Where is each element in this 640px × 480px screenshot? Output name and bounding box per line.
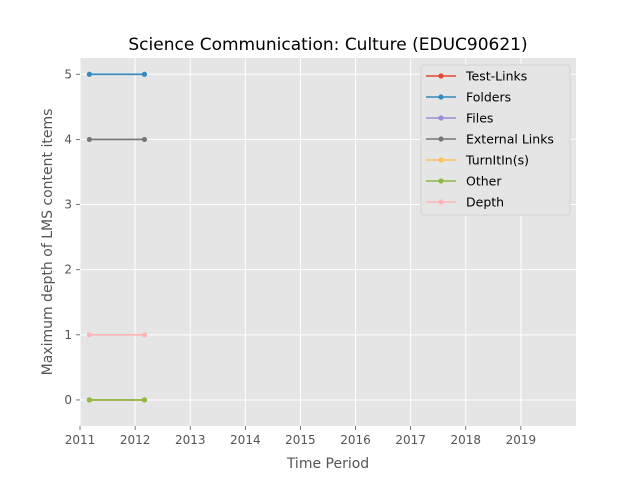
series-layer	[86, 71, 148, 403]
legend-label-turnitin-s: TurnItIn(s)	[465, 153, 529, 168]
y-axis-label: Maximum depth of LMS content items	[40, 109, 56, 376]
x-tick-label: 2016	[340, 433, 371, 447]
data-point-external-links	[141, 136, 148, 143]
legend-label-other: Other	[466, 174, 502, 189]
x-tick-label: 2018	[451, 433, 482, 447]
legend-label-depth: Depth	[466, 195, 504, 210]
y-axis-ticks: 0 1 2 3 4 5	[64, 67, 80, 407]
x-tick-label: 2012	[120, 433, 151, 447]
x-tick-label: 2013	[175, 433, 206, 447]
legend-marker-files	[438, 115, 444, 121]
legend-marker-folders	[438, 94, 444, 100]
legend-label-test-links: Test-Links	[465, 69, 527, 84]
x-axis-ticks: 2011 2012 2013 2014 2015 2016 2017 2018 2019	[65, 426, 536, 447]
legend-label-external-links: External Links	[466, 132, 554, 147]
x-tick-label: 2011	[65, 433, 96, 447]
data-point-other	[141, 397, 148, 403]
legend-marker-test-links	[438, 73, 444, 79]
y-tick-label: 4	[64, 132, 72, 146]
data-point-depth	[141, 332, 148, 338]
data-point-other	[86, 397, 92, 403]
legend-label-files: Files	[466, 111, 493, 126]
legend-marker-external-links	[438, 136, 444, 142]
y-tick-label: 3	[64, 198, 72, 212]
legend-marker-depth	[438, 199, 444, 205]
legend-label-folders: Folders	[466, 90, 511, 105]
x-tick-label: 2015	[285, 433, 316, 447]
y-tick-label: 2	[64, 263, 72, 277]
x-axis-label: Time Period	[286, 456, 369, 472]
x-tick-label: 2014	[230, 433, 261, 447]
y-tick-label: 0	[64, 393, 72, 407]
y-tick-label: 1	[64, 328, 72, 342]
data-point-external-links	[86, 136, 92, 143]
chart-title: Science Communication: Culture (EDUC9062…	[128, 35, 527, 55]
data-point-folders	[86, 71, 92, 77]
legend-marker-turnitin-s	[438, 157, 444, 163]
legend: Test-Links Folders Files External Links Turn…	[420, 64, 571, 216]
legend-marker-other	[438, 178, 444, 184]
x-tick-label: 2019	[506, 433, 537, 447]
x-tick-label: 2017	[395, 433, 426, 447]
data-point-depth	[86, 332, 92, 338]
data-point-folders	[141, 71, 148, 77]
grid-lines	[79, 58, 576, 426]
y-tick-label: 5	[64, 67, 72, 81]
legend-box	[420, 64, 571, 216]
